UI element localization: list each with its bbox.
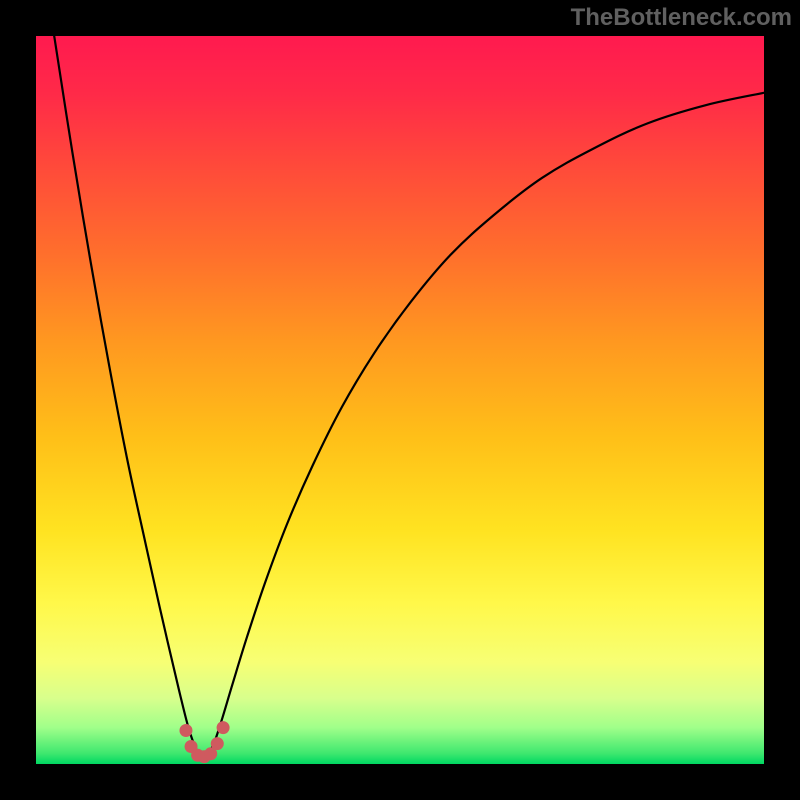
watermark-text: TheBottleneck.com — [571, 4, 792, 32]
plot-area — [36, 36, 764, 764]
marker-dot — [179, 724, 192, 737]
chart-svg — [36, 36, 764, 764]
gradient-background — [36, 36, 764, 764]
marker-dot — [211, 737, 224, 750]
chart-frame: TheBottleneck.com — [0, 0, 800, 800]
marker-dot — [217, 721, 230, 734]
